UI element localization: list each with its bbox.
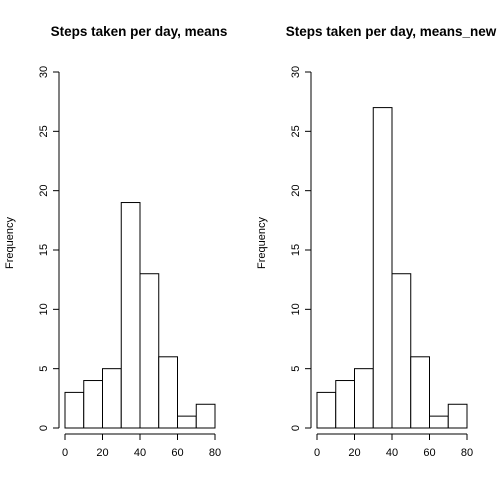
histogram-panel-means-new: Steps taken per day, means_new Frequency… (256, 24, 497, 459)
histogram-bar (335, 380, 355, 429)
x-tick-label: 80 (461, 447, 473, 459)
y-tick-label: 5 (290, 366, 302, 372)
histogram-bar (447, 403, 468, 429)
x-tick-label: 20 (348, 447, 360, 459)
histogram-bar (177, 415, 197, 429)
x-tick-label: 20 (96, 447, 108, 459)
y-tick-label: 20 (290, 185, 302, 197)
x-tick-label: 60 (171, 447, 183, 459)
x-tick-label: 0 (62, 447, 68, 459)
x-tick-label: 80 (209, 447, 221, 459)
y-tick-label: 0 (38, 425, 50, 431)
histogram-bar (372, 107, 393, 429)
histogram-bar (195, 403, 216, 429)
histogram-bar (64, 391, 85, 429)
x-tick-label: 40 (134, 447, 146, 459)
histogram-bar (316, 391, 337, 429)
x-tick-label: 60 (423, 447, 435, 459)
y-tick-label: 15 (38, 244, 50, 256)
histogram-bar (139, 273, 160, 429)
y-tick-label: 25 (290, 125, 302, 137)
histogram-bar (429, 415, 449, 429)
x-tick-label: 0 (314, 447, 320, 459)
y-tick-label: 30 (290, 66, 302, 78)
histogram-bar (410, 356, 430, 429)
x-tick-label: 40 (386, 447, 398, 459)
y-tick-label: 0 (290, 425, 302, 431)
histogram-bar (120, 202, 141, 429)
y-axis-title: Frequency (256, 217, 268, 269)
histogram-bar (83, 380, 103, 429)
histogram-bar (102, 368, 122, 429)
histogram-bar (391, 273, 412, 429)
y-tick-label: 10 (290, 303, 302, 315)
y-tick-label: 30 (38, 66, 50, 78)
y-tick-label: 15 (290, 244, 302, 256)
y-tick-label: 25 (38, 125, 50, 137)
y-tick-label: 10 (38, 303, 50, 315)
histogram-bar (354, 368, 374, 429)
y-tick-label: 5 (38, 366, 50, 372)
chart-title: Steps taken per day, means (51, 24, 228, 39)
histogram-bar (158, 356, 178, 429)
y-axis-title: Frequency (4, 217, 16, 269)
histogram-panel-means: Steps taken per day, means Frequency 0 5 1… (4, 24, 227, 459)
y-tick-label: 20 (38, 185, 50, 197)
chart-title: Steps taken per day, means_new (286, 24, 497, 39)
